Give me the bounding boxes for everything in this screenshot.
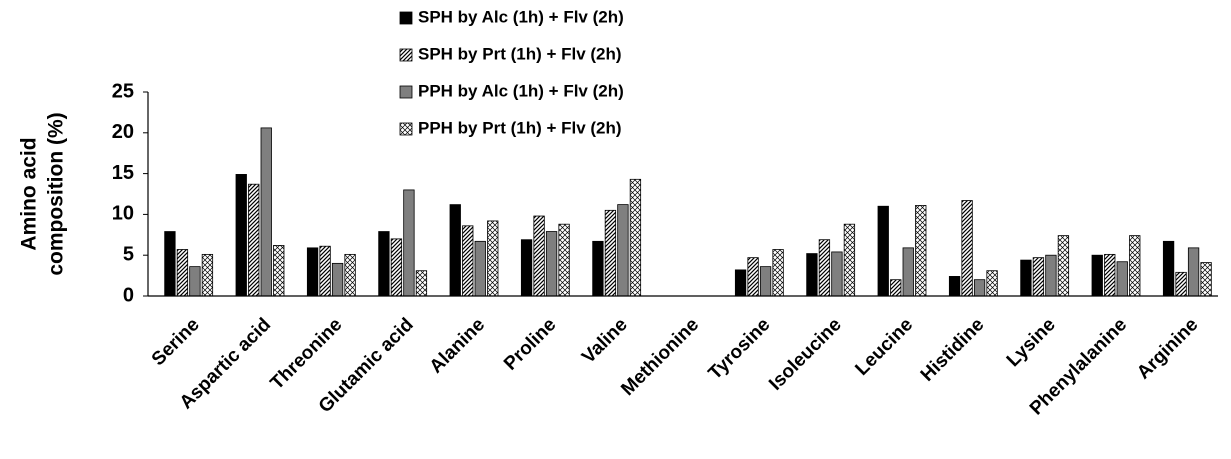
y-tick-label: 5 xyxy=(123,243,134,265)
y-tick-label: 25 xyxy=(112,80,134,102)
bar xyxy=(1162,240,1175,297)
bar xyxy=(806,253,818,297)
bar xyxy=(403,189,415,297)
bar xyxy=(973,279,986,297)
x-tick-label: Valine xyxy=(578,314,632,368)
x-tick-label: Serine xyxy=(148,314,204,370)
x-tick-label: Methionine xyxy=(617,314,703,400)
bar xyxy=(189,266,201,297)
legend-label: PPH by Alc (1h) + Flv (2h) xyxy=(418,81,624,100)
y-tick-label: 20 xyxy=(112,121,134,143)
bar xyxy=(449,204,461,297)
bar xyxy=(1020,259,1032,297)
bar xyxy=(344,253,356,297)
bar xyxy=(164,231,176,297)
bar xyxy=(474,240,486,297)
bar xyxy=(176,249,189,297)
legend-label: SPH by Alc (1h) + Flv (2h) xyxy=(418,7,624,26)
bar xyxy=(629,178,642,297)
bar xyxy=(248,183,260,297)
bar xyxy=(1032,257,1045,297)
y-axis-title: composition (%) xyxy=(45,112,68,275)
bar xyxy=(890,279,902,297)
bar xyxy=(1187,247,1200,297)
bar xyxy=(747,257,759,297)
bar xyxy=(1057,235,1070,297)
y-tick-label: 0 xyxy=(123,284,134,306)
bar xyxy=(831,251,843,297)
x-tick-label: Arginine xyxy=(1133,314,1202,383)
bar xyxy=(961,200,973,297)
bar xyxy=(533,215,545,297)
bar xyxy=(319,245,331,297)
bar xyxy=(520,239,533,297)
bar xyxy=(235,174,247,297)
legend-swatch xyxy=(399,11,413,25)
bar xyxy=(306,247,319,297)
bar xyxy=(487,220,499,297)
bar xyxy=(592,240,604,297)
bar xyxy=(462,225,474,297)
legend-swatch xyxy=(399,122,413,136)
bar xyxy=(902,247,914,297)
bar xyxy=(915,205,927,297)
bar xyxy=(1116,261,1128,297)
bar xyxy=(201,253,214,297)
bar xyxy=(1045,254,1057,297)
y-tick-label: 15 xyxy=(112,162,134,184)
bar xyxy=(545,231,558,297)
bar xyxy=(948,276,961,297)
bar xyxy=(818,239,831,297)
bar xyxy=(986,270,998,297)
bar xyxy=(1091,254,1103,297)
legend-label: PPH by Prt (1h) + Flv (2h) xyxy=(418,118,622,137)
x-tick-label: Isoleucine xyxy=(765,314,846,395)
legend-swatch xyxy=(399,48,413,62)
bar xyxy=(1104,253,1116,297)
x-tick-label: Histidine xyxy=(917,314,989,386)
bar xyxy=(617,204,629,297)
y-tick-label: 10 xyxy=(112,203,134,225)
x-tick-label: Leucine xyxy=(851,314,917,380)
bar xyxy=(390,238,403,297)
bar xyxy=(604,209,617,297)
bar xyxy=(331,262,344,297)
bar xyxy=(772,249,784,297)
x-tick-label: Tyrosine xyxy=(705,314,775,384)
bar xyxy=(558,223,570,297)
bar xyxy=(260,127,272,297)
x-tick-label: Proline xyxy=(500,314,560,374)
legend-swatch xyxy=(399,85,413,99)
bar xyxy=(273,245,285,297)
y-axis-title: Amino acid xyxy=(18,137,41,250)
bar xyxy=(843,223,856,297)
bar xyxy=(1175,271,1187,297)
bar xyxy=(734,269,747,297)
bar xyxy=(415,270,428,297)
bar xyxy=(877,205,889,297)
x-tick-label: Lysine xyxy=(1003,314,1060,371)
legend-label: SPH by Prt (1h) + Flv (2h) xyxy=(418,44,622,63)
bar xyxy=(1200,262,1212,297)
bar xyxy=(378,231,390,297)
x-tick-label: Alanine xyxy=(426,314,489,377)
bar xyxy=(759,266,772,297)
bar xyxy=(1129,235,1141,297)
